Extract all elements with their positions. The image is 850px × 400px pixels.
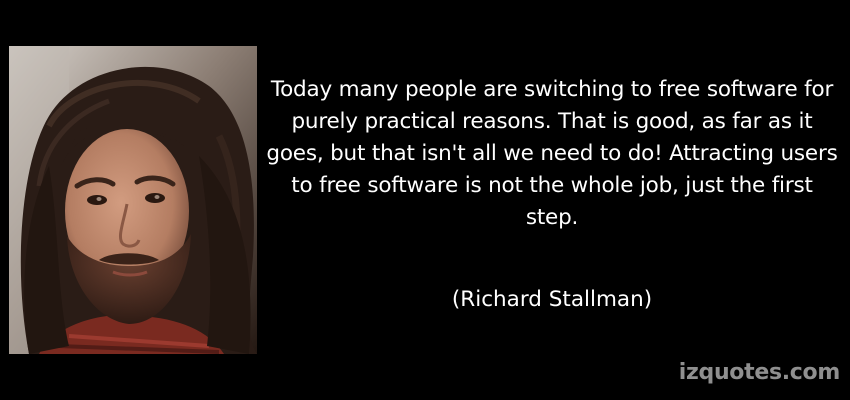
quote-author: (Richard Stallman) (451, 287, 653, 312)
site-watermark: izquotes.com (678, 360, 841, 385)
portrait-photo (9, 46, 257, 354)
quote-text: Today many people are switching to free … (266, 77, 838, 230)
portrait-icon (9, 46, 257, 354)
